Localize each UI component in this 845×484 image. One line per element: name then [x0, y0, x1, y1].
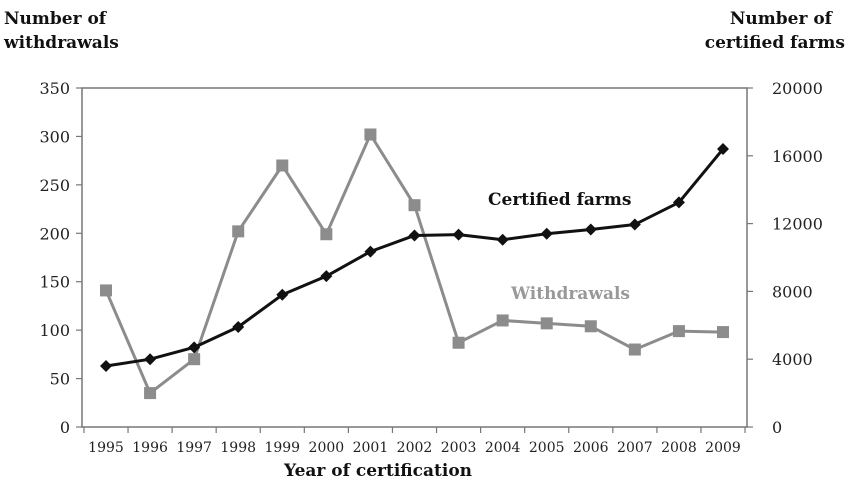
certified-farms-point [496, 233, 509, 246]
x-tick-label: 2006 [573, 440, 609, 456]
right-tick-label: 20000 [772, 79, 823, 98]
certified-farms-point [232, 320, 245, 333]
x-tick-label: 2004 [485, 440, 521, 456]
certified-farms-point [408, 229, 421, 242]
x-tick-label: 1998 [220, 440, 256, 456]
x-tick-label: 2009 [705, 440, 741, 456]
x-tick-label: 2008 [661, 440, 697, 456]
x-tick-label: 2007 [617, 440, 653, 456]
withdrawals-point [628, 343, 641, 356]
withdrawals-point [188, 353, 201, 366]
right-tick-label: 4000 [772, 350, 813, 369]
certified-farms-point [320, 270, 333, 283]
x-tick-label: 1997 [176, 440, 212, 456]
left-tick-label: 250 [39, 176, 70, 195]
x-axis-title: Year of certification [283, 461, 472, 481]
withdrawals-point [672, 325, 685, 338]
certified-farms-point [628, 218, 641, 231]
withdrawals-point [717, 326, 729, 339]
certified-farms-point [188, 341, 201, 354]
right-tick-label: 0 [772, 418, 782, 437]
x-tick-label: 2001 [353, 440, 389, 456]
certified-farms-point [276, 288, 289, 301]
x-tick-label: 2003 [441, 440, 477, 456]
certified-farms-point [672, 196, 685, 209]
certified-farms-point [452, 228, 465, 241]
left-tick-label: 200 [39, 224, 70, 243]
left-tick-label: 50 [50, 370, 70, 389]
certified-farms-point [364, 245, 377, 258]
withdrawals-point [276, 159, 289, 172]
plot-area [81, 87, 748, 428]
withdrawals-point [100, 284, 112, 297]
withdrawals-point [496, 314, 509, 327]
certified-farms-point [540, 227, 553, 240]
withdrawals-point [232, 225, 245, 238]
withdrawals-point [540, 317, 553, 330]
x-tick-label: 1999 [264, 440, 300, 456]
right-tick-label: 16000 [772, 147, 823, 166]
right-axis-title-line2: certified farms [705, 33, 845, 53]
series-label-certified-farms: Certified farms [488, 190, 631, 210]
right-axis-title-line1: Number of [730, 9, 834, 29]
certified-farms-point [717, 143, 729, 156]
withdrawals-point [584, 320, 597, 333]
withdrawals-point [408, 199, 421, 212]
x-tick-label: 1996 [132, 440, 168, 456]
left-tick-label: 300 [39, 127, 70, 146]
certified-farms-point [100, 359, 112, 372]
certified-farms-point [144, 353, 157, 366]
left-tick-label: 0 [60, 418, 70, 437]
withdrawals-point [364, 128, 377, 141]
withdrawals-point [452, 336, 465, 349]
left-axis-title-line1: Number of [4, 9, 108, 29]
x-tick-label: 2002 [397, 440, 433, 456]
withdrawals-point [144, 387, 157, 400]
x-tick-label: 1995 [88, 440, 124, 456]
left-tick-label: 100 [39, 321, 70, 340]
left-tick-label: 150 [39, 273, 70, 292]
series-label-withdrawals: Withdrawals [510, 284, 630, 304]
withdrawals-point [320, 228, 333, 241]
left-axis-title-line2: withdrawals [3, 33, 119, 53]
certified-farms-line [105, 148, 725, 368]
x-tick-label: 2000 [309, 440, 345, 456]
right-tick-label: 12000 [772, 215, 823, 234]
certified-farms-point [584, 223, 597, 236]
left-tick-label: 350 [39, 79, 70, 98]
x-tick-label: 2005 [529, 440, 565, 456]
right-tick-label: 8000 [772, 282, 813, 301]
